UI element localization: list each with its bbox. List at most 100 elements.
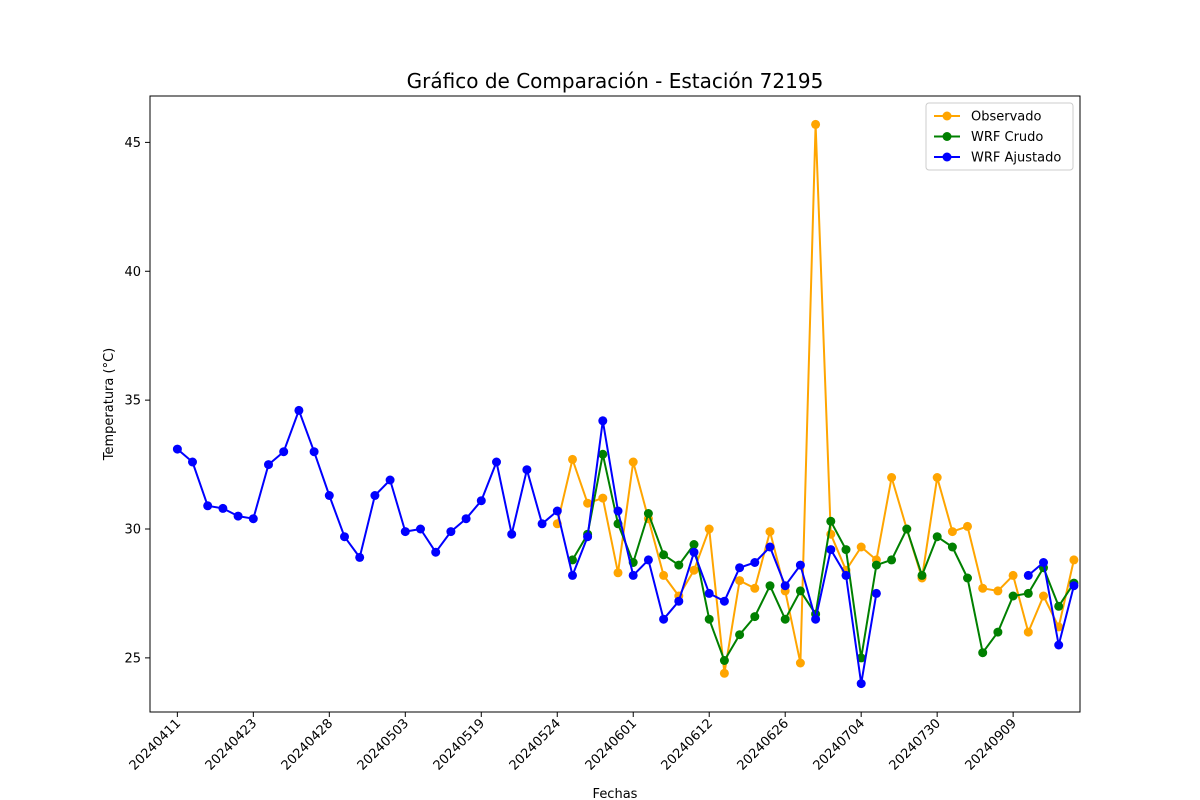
data-point xyxy=(1023,588,1033,598)
data-point xyxy=(1023,627,1033,637)
data-point xyxy=(492,457,501,467)
legend-marker xyxy=(942,132,952,141)
data-point xyxy=(704,588,714,598)
legend-label: Observado xyxy=(971,110,1042,125)
data-point xyxy=(659,570,669,580)
y-axis: 25 30 35 40 45 xyxy=(124,136,150,666)
x-tick-label: 20240612 xyxy=(659,716,716,773)
data-point xyxy=(735,630,745,640)
data-point xyxy=(811,119,821,129)
plot-area xyxy=(149,95,1081,713)
x-tick-label: 20240909 xyxy=(963,716,1020,773)
data-point xyxy=(856,542,866,552)
data-point xyxy=(643,509,653,518)
data-point xyxy=(279,447,289,457)
data-point xyxy=(780,614,790,624)
x-tick-label: 20240601 xyxy=(583,716,640,773)
y-tick-label: 25 xyxy=(124,651,141,666)
data-point xyxy=(735,576,745,586)
data-point xyxy=(583,498,593,508)
x-axis-label: Fechas xyxy=(593,787,638,800)
data-point xyxy=(689,547,699,557)
data-point xyxy=(1054,601,1064,611)
data-point xyxy=(871,560,881,570)
x-tick-label: 20240423 xyxy=(203,716,260,773)
legend-label: WRF Crudo xyxy=(971,130,1043,145)
data-point xyxy=(659,614,669,624)
data-point xyxy=(795,658,805,668)
data-point xyxy=(233,511,243,521)
data-point xyxy=(780,581,790,591)
data-point xyxy=(628,457,638,467)
data-point xyxy=(993,627,1003,637)
data-point xyxy=(659,550,669,560)
data-point xyxy=(1039,591,1048,601)
data-point xyxy=(1054,640,1064,650)
data-point xyxy=(887,473,897,482)
x-tick-label: 20240519 xyxy=(431,716,488,773)
data-point xyxy=(887,555,897,565)
series-wrf-ajustado xyxy=(172,405,1079,689)
data-point xyxy=(947,542,957,552)
data-point xyxy=(643,555,653,565)
data-point xyxy=(841,545,851,555)
data-point xyxy=(719,596,729,606)
y-tick-label: 40 xyxy=(124,265,141,280)
x-tick-label: 20240411 xyxy=(127,716,184,773)
data-point xyxy=(598,449,608,459)
data-point xyxy=(568,454,577,464)
series-layer xyxy=(172,119,1079,689)
data-point xyxy=(674,596,684,606)
data-point xyxy=(1069,555,1079,565)
data-point xyxy=(431,547,441,557)
data-point xyxy=(856,653,866,663)
data-point xyxy=(568,570,577,580)
data-point xyxy=(719,656,729,665)
data-point xyxy=(932,473,942,482)
data-point xyxy=(400,527,410,537)
y-tick-label: 45 xyxy=(124,136,141,151)
data-point xyxy=(704,524,714,534)
series-line xyxy=(571,453,1075,662)
data-point xyxy=(188,457,197,467)
data-point xyxy=(1008,570,1018,580)
data-point xyxy=(628,570,638,580)
data-point xyxy=(871,588,881,598)
data-point xyxy=(856,679,866,689)
data-point xyxy=(750,612,760,622)
data-point xyxy=(932,532,942,542)
data-point xyxy=(963,573,972,583)
data-point xyxy=(765,542,775,552)
data-point xyxy=(598,416,608,426)
data-point xyxy=(522,465,532,475)
data-point xyxy=(1069,581,1079,591)
y-tick-label: 30 xyxy=(124,523,141,538)
data-point xyxy=(795,560,805,570)
data-point xyxy=(719,668,729,678)
data-point xyxy=(446,527,456,537)
data-point xyxy=(978,648,988,658)
data-point xyxy=(978,583,988,593)
data-point xyxy=(340,532,349,542)
data-point xyxy=(689,540,699,549)
x-tick-label: 20240428 xyxy=(279,716,336,773)
data-point xyxy=(765,581,775,591)
data-point xyxy=(294,405,304,415)
data-point xyxy=(917,570,927,580)
x-tick-label: 20240626 xyxy=(735,716,792,773)
data-point xyxy=(963,521,972,531)
data-point xyxy=(765,527,775,537)
data-point xyxy=(689,565,699,575)
data-point xyxy=(476,496,486,506)
data-point xyxy=(385,475,395,485)
data-point xyxy=(537,519,547,529)
data-point xyxy=(172,444,182,454)
data-point xyxy=(613,506,623,516)
legend: Observado WRF Crudo WRF Ajustado xyxy=(925,102,1074,171)
data-point xyxy=(902,524,912,534)
data-point xyxy=(993,586,1003,596)
data-point xyxy=(811,614,821,624)
x-tick-label: 20240704 xyxy=(811,716,868,773)
data-point xyxy=(248,514,258,524)
